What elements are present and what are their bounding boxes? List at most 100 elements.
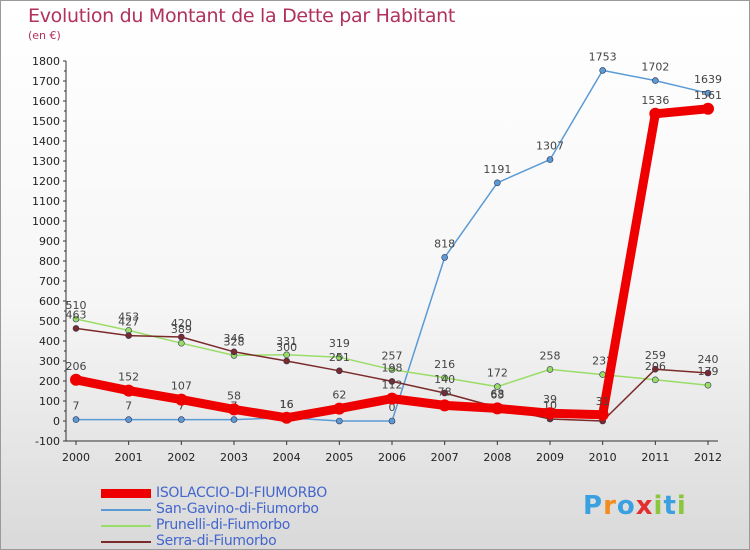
data-point-prunelli-di-fiumorbo xyxy=(388,366,396,373)
unit-label: (en €) xyxy=(28,29,61,42)
data-point-serra-di-fiumorbo xyxy=(652,365,659,373)
data-point-serra-di-fiumorbo xyxy=(125,332,132,339)
x-tick-label: 2003 xyxy=(220,451,248,464)
legend-label-prunelli: Prunelli-di-Fiumorbo xyxy=(156,517,291,533)
data-point-serra-di-fiumorbo xyxy=(72,325,80,332)
y-tick-label: 1200 xyxy=(32,175,60,188)
y-tick-label: 200 xyxy=(39,375,60,388)
data-label-serra-di-fiumorbo: 68 xyxy=(490,387,504,400)
y-tick-label: 1800 xyxy=(32,55,60,68)
data-label-prunelli-di-fiumorbo: 216 xyxy=(434,358,455,371)
y-tick-label: 1300 xyxy=(32,155,60,168)
data-point-isolaccio-di-fiumorbo xyxy=(491,402,504,415)
data-label-isolaccio-di-fiumorbo: 31 xyxy=(596,395,610,408)
x-tick-label: 2004 xyxy=(273,451,301,464)
data-label-prunelli-di-fiumorbo: 172 xyxy=(487,367,508,380)
data-point-prunelli-di-fiumorbo xyxy=(72,315,80,323)
y-tick-label: 300 xyxy=(39,355,60,368)
logo-letter: i xyxy=(676,491,687,521)
data-label-prunelli-di-fiumorbo: 510 xyxy=(66,299,87,312)
data-label-san-gavino-di-fiumorbo: 1702 xyxy=(641,61,669,74)
legend-label-san-gavino: San-Gavino-di-Fiumorbo xyxy=(156,501,319,517)
y-tick-label: 0 xyxy=(53,415,60,428)
data-label-serra-di-fiumorbo: 240 xyxy=(698,353,719,366)
y-tick-label: 1700 xyxy=(32,75,60,88)
data-label-isolaccio-di-fiumorbo: 62 xyxy=(332,389,346,402)
data-point-serra-di-fiumorbo xyxy=(283,357,290,365)
data-point-isolaccio-di-fiumorbo xyxy=(438,399,451,412)
data-point-prunelli-di-fiumorbo xyxy=(652,376,659,384)
data-point-prunelli-di-fiumorbo xyxy=(441,374,448,382)
data-point-san-gavino-di-fiumorbo xyxy=(230,416,238,423)
data-label-san-gavino-di-fiumorbo: 1307 xyxy=(536,140,564,153)
data-label-prunelli-di-fiumorbo: 331 xyxy=(276,335,297,348)
data-point-isolaccio-di-fiumorbo xyxy=(175,393,188,406)
legend-swatch-san-gavino xyxy=(101,509,151,511)
data-label-prunelli-di-fiumorbo: 319 xyxy=(329,337,350,350)
legend-label-serra: Serra-di-Fiumorbo xyxy=(156,533,277,549)
data-point-isolaccio-di-fiumorbo xyxy=(70,373,82,386)
data-point-san-gavino-di-fiumorbo xyxy=(652,77,659,84)
data-label-isolaccio-di-fiumorbo: 63 xyxy=(490,388,504,401)
x-tick-label: 2008 xyxy=(483,451,511,464)
data-label-san-gavino-di-fiumorbo: 1753 xyxy=(589,50,617,63)
data-point-prunelli-di-fiumorbo xyxy=(494,383,501,390)
x-tick-label: 2011 xyxy=(641,451,669,464)
data-point-prunelli-di-fiumorbo xyxy=(178,339,185,347)
logo-letter: P xyxy=(583,491,604,521)
data-label-san-gavino-di-fiumorbo: 818 xyxy=(434,237,455,250)
data-point-isolaccio-di-fiumorbo xyxy=(228,403,240,416)
legend-swatch-isolaccio xyxy=(101,489,151,498)
y-tick-label: 800 xyxy=(39,255,60,268)
data-point-san-gavino-di-fiumorbo xyxy=(441,254,448,261)
data-point-san-gavino-di-fiumorbo xyxy=(546,156,554,163)
data-label-isolaccio-di-fiumorbo: 1536 xyxy=(641,94,669,107)
data-label-isolaccio-di-fiumorbo: 58 xyxy=(227,389,241,402)
data-label-isolaccio-di-fiumorbo: 1561 xyxy=(694,89,722,102)
data-point-isolaccio-di-fiumorbo xyxy=(386,392,398,405)
data-point-serra-di-fiumorbo xyxy=(704,369,712,377)
data-label-san-gavino-di-fiumorbo: 7 xyxy=(73,400,80,413)
data-point-isolaccio-di-fiumorbo xyxy=(702,102,714,115)
data-label-san-gavino-di-fiumorbo: 7 xyxy=(125,400,132,413)
data-label-serra-di-fiumorbo: 346 xyxy=(224,332,245,345)
data-point-isolaccio-di-fiumorbo xyxy=(333,402,346,415)
data-label-prunelli-di-fiumorbo: 257 xyxy=(382,350,403,363)
data-label-isolaccio-di-fiumorbo: 39 xyxy=(543,393,557,406)
y-tick-label: 400 xyxy=(39,335,60,348)
data-point-isolaccio-di-fiumorbo xyxy=(122,384,135,397)
data-label-prunelli-di-fiumorbo: 258 xyxy=(540,349,561,362)
data-label-serra-di-fiumorbo: 420 xyxy=(171,317,192,330)
logo-letter: o xyxy=(616,491,636,521)
y-tick-label: 900 xyxy=(39,235,60,248)
x-tick-label: 2002 xyxy=(167,451,195,464)
y-tick-label: 500 xyxy=(39,315,60,328)
data-label-prunelli-di-fiumorbo: 389 xyxy=(171,323,192,336)
data-label-san-gavino-di-fiumorbo: 16 xyxy=(280,398,294,411)
data-label-serra-di-fiumorbo: 251 xyxy=(329,351,350,364)
data-point-san-gavino-di-fiumorbo xyxy=(704,89,712,97)
data-point-san-gavino-di-fiumorbo xyxy=(72,416,80,423)
legend-label-isolaccio: ISOLACCIO-DI-FIUMORBO xyxy=(156,485,327,501)
logo-letter: t xyxy=(663,491,677,521)
y-tick-label: 700 xyxy=(39,275,60,288)
data-point-san-gavino-di-fiumorbo xyxy=(599,67,606,74)
y-tick-label: -100 xyxy=(35,435,60,448)
data-label-isolaccio-di-fiumorbo: 16 xyxy=(280,398,294,411)
x-tick-label: 2000 xyxy=(62,451,90,464)
data-point-prunelli-di-fiumorbo xyxy=(546,366,554,373)
data-point-san-gavino-di-fiumorbo xyxy=(336,417,343,425)
data-point-serra-di-fiumorbo xyxy=(178,333,185,341)
data-point-isolaccio-di-fiumorbo xyxy=(544,407,556,420)
data-point-prunelli-di-fiumorbo xyxy=(704,381,712,389)
data-label-serra-di-fiumorbo: 198 xyxy=(382,361,403,374)
data-label-isolaccio-di-fiumorbo: 112 xyxy=(382,379,403,392)
data-label-san-gavino-di-fiumorbo: 0 xyxy=(389,401,396,414)
data-point-san-gavino-di-fiumorbo xyxy=(178,416,185,423)
y-tick-label: 1000 xyxy=(32,215,60,228)
logo-letter: x xyxy=(635,491,654,521)
data-label-serra-di-fiumorbo: 300 xyxy=(276,341,297,354)
data-point-san-gavino-di-fiumorbo xyxy=(494,179,501,187)
data-label-isolaccio-di-fiumorbo: 206 xyxy=(66,360,87,373)
